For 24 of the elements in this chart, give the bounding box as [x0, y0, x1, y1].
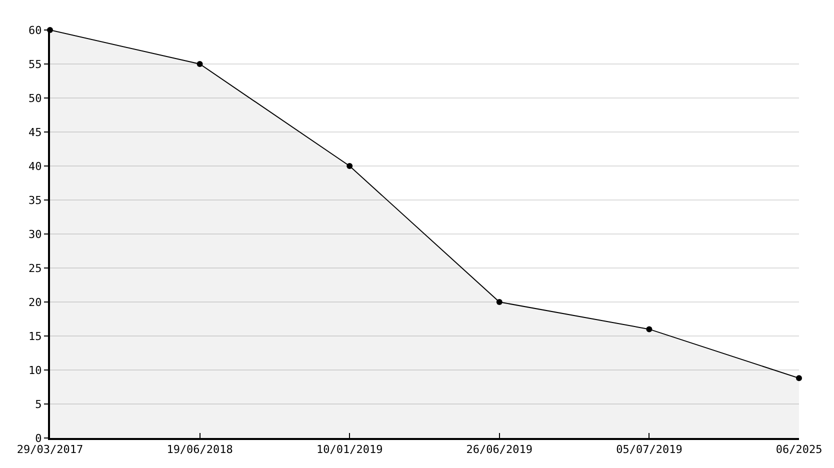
y-tick-label: 50 [28, 92, 42, 105]
y-tick-label: 30 [28, 228, 42, 241]
y-tick-label: 55 [28, 58, 42, 71]
x-tick-label: 06/2025 [776, 443, 822, 456]
point [496, 299, 502, 305]
x-tick-label: 19/06/2018 [166, 443, 233, 456]
point [196, 61, 203, 67]
point [646, 326, 652, 332]
x-tick-label: 10/01/2019 [316, 443, 383, 456]
y-tick-label: 35 [28, 194, 42, 207]
y-tick-label: 15 [28, 330, 42, 343]
y-tick-label: 60 [28, 24, 42, 37]
y-tick-label: 0 [35, 432, 42, 445]
y-tick-label: 10 [28, 364, 42, 377]
x-tick-label: 05/07/2019 [616, 443, 682, 456]
y-tick-label: 20 [28, 296, 42, 309]
x-tick-label: 29/03/2017 [16, 443, 84, 456]
point [346, 163, 353, 169]
point [796, 375, 802, 382]
x-tick-label: 26/06/2019 [466, 443, 533, 456]
y-tick-label: 25 [28, 262, 42, 275]
y-tick-label: 5 [35, 398, 42, 411]
y-tick-label: 40 [28, 160, 42, 173]
y-tick-label: 45 [28, 126, 42, 139]
